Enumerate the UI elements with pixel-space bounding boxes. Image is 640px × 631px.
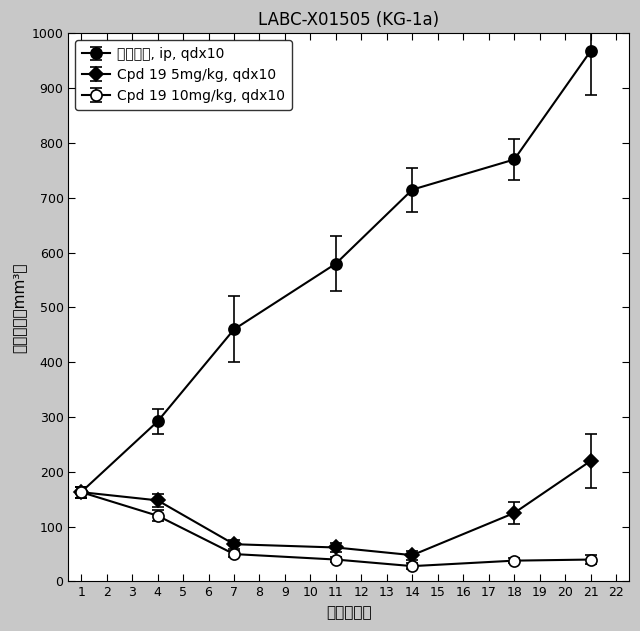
Y-axis label: 腫瘤体積（mm³）: 腫瘤体積（mm³） [11,262,26,353]
X-axis label: 処置後日数: 処置後日数 [326,605,371,620]
Title: LABC-X01505 (KG-1a): LABC-X01505 (KG-1a) [258,11,439,29]
Legend: ビヒクル, ip, qdx10, Cpd 19 5mg/kg, qdx10, Cpd 19 10mg/kg, qdx10: ビヒクル, ip, qdx10, Cpd 19 5mg/kg, qdx10, C… [76,40,292,110]
